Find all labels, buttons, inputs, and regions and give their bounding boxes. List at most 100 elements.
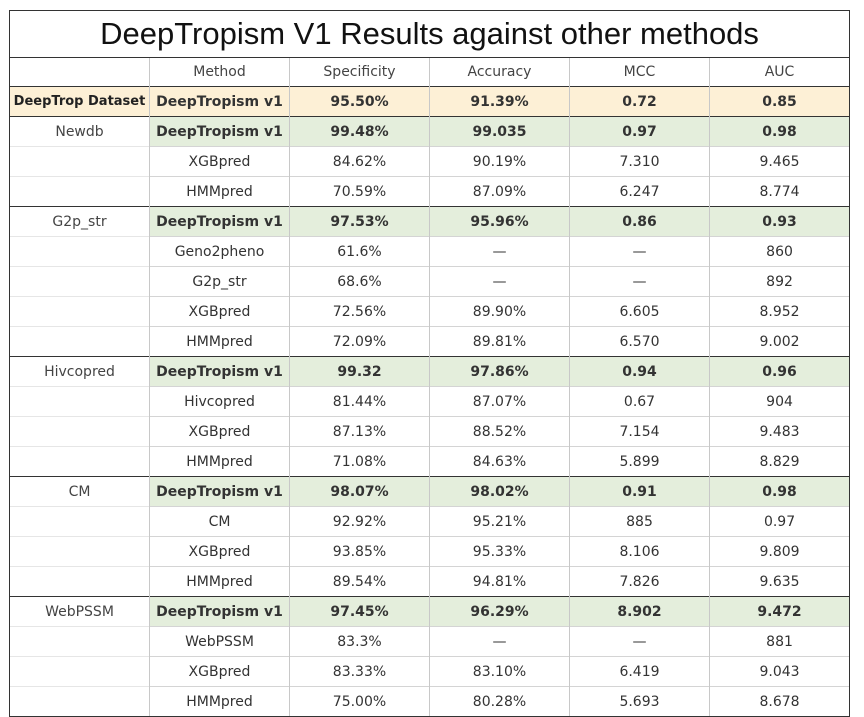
cell-auc: 0.85: [708, 86, 851, 117]
table-row: HMMpred 70.59% 87.09% 6.247 8.774: [9, 176, 851, 207]
cell-method: HMMpred: [149, 176, 290, 207]
cell-group: [9, 536, 150, 567]
cell-group: [9, 686, 150, 717]
cell-accuracy: 89.81%: [429, 326, 570, 357]
cell-specificity: 92.92%: [289, 506, 430, 537]
cell-method: DeepTropism v1: [149, 86, 290, 117]
cell-group: [9, 626, 150, 657]
cell-accuracy: 87.07%: [429, 386, 570, 417]
cell-specificity: 72.09%: [289, 326, 430, 357]
cell-mcc: 7.154: [569, 416, 710, 447]
cell-specificity: 98.07%: [289, 476, 430, 507]
cell-mcc: 5.899: [569, 446, 710, 477]
cell-mcc: 0.91: [569, 476, 710, 507]
table-row: HMMpred 72.09% 89.81% 6.570 9.002: [9, 326, 851, 357]
cell-group: [9, 566, 150, 597]
cell-mcc: 8.106: [569, 536, 710, 567]
table-row: Hivcopred DeepTropism v1 99.32 97.86% 0.94 0.…: [9, 356, 851, 387]
cell-mcc: 0.72: [569, 86, 710, 117]
table-title: DeepTropism V1 Results against other met…: [8, 10, 851, 58]
cell-specificity: 97.53%: [289, 206, 430, 237]
cell-specificity: 93.85%: [289, 536, 430, 567]
table-row: CM DeepTropism v1 98.07% 98.02% 0.91 0.98: [9, 476, 851, 507]
cell-method: WebPSSM: [149, 626, 290, 657]
cell-auc: 9.635: [708, 566, 851, 597]
title-row: DeepTropism V1 Results against other met…: [8, 10, 851, 58]
cell-group: [9, 236, 150, 267]
table-row: XGBpred 87.13% 88.52% 7.154 9.483: [9, 416, 851, 447]
cell-method: G2p_str: [149, 266, 290, 297]
cell-method: DeepTropism v1: [149, 476, 290, 507]
results-table-container: DeepTropism V1 Results against other met…: [8, 10, 851, 717]
cell-auc: 9.809: [708, 536, 851, 567]
table-row: G2p_str 68.6% — —892: [9, 266, 851, 297]
cell-auc: 8.774: [708, 176, 851, 207]
column-header-auc: AUC: [708, 57, 851, 87]
cell-group: G2p_str: [9, 206, 150, 237]
cell-mcc: 6.247: [569, 176, 710, 207]
cell-auc: 9.472: [708, 596, 851, 627]
cell-method: HMMpred: [149, 566, 290, 597]
table-row: XGBpred 83.33% 83.10% 6.419 9.043: [9, 656, 851, 687]
cell-method: Hivcopred: [149, 386, 290, 417]
cell-method: XGBpred: [149, 536, 290, 567]
cell-accuracy: 98.02%: [429, 476, 570, 507]
cell-group: [9, 326, 150, 357]
cell-auc: 0.93: [708, 206, 851, 237]
cell-mcc: —: [569, 626, 710, 657]
table-row: Geno2pheno 61.6% — —860: [9, 236, 851, 267]
cell-specificity: 84.62%: [289, 146, 430, 177]
cell-mcc: 6.419: [569, 656, 710, 687]
cell-specificity: 61.6%: [289, 236, 430, 267]
cell-accuracy: 97.86%: [429, 356, 570, 387]
cell-group: WebPSSM: [9, 596, 150, 627]
cell-group: CM: [9, 476, 150, 507]
cell-accuracy: 94.81%: [429, 566, 570, 597]
cell-auc: 0.97: [708, 506, 851, 537]
cell-accuracy: —: [429, 266, 570, 297]
table-row: XGBpred 84.62% 90.19% 7.310 9.465: [9, 146, 851, 177]
cell-specificity: 99.48%: [289, 116, 430, 147]
cell-method: HMMpred: [149, 686, 290, 717]
cell-auc: 892: [708, 266, 851, 297]
cell-specificity: 99.32: [289, 356, 430, 387]
table-row: G2p_str DeepTropism v1 97.53% 95.96% 0.86 0.9…: [9, 206, 851, 237]
cell-specificity: 75.00%: [289, 686, 430, 717]
cell-auc: 0.96: [708, 356, 851, 387]
cell-method: HMMpred: [149, 446, 290, 477]
table-row: WebPSSM 83.3% — —881: [9, 626, 851, 657]
cell-accuracy: —: [429, 236, 570, 267]
table-row: HMMpred 71.08% 84.63% 5.899 8.829: [9, 446, 851, 477]
table-row: CM 92.92% 95.21% 885 0.97: [9, 506, 851, 537]
cell-mcc: 7.310: [569, 146, 710, 177]
cell-specificity: 81.44%: [289, 386, 430, 417]
cell-accuracy: 80.28%: [429, 686, 570, 717]
cell-group: DeepTrop Dataset: [9, 86, 150, 117]
cell-accuracy: 88.52%: [429, 416, 570, 447]
cell-mcc: 6.570: [569, 326, 710, 357]
cell-method: XGBpred: [149, 296, 290, 327]
cell-specificity: 68.6%: [289, 266, 430, 297]
table-body: DeepTrop Dataset DeepTropism v1 95.50% 91.3…: [9, 86, 851, 717]
cell-group: [9, 176, 150, 207]
cell-auc: 0.98: [708, 476, 851, 507]
cell-group: [9, 296, 150, 327]
column-header-group: [9, 57, 150, 87]
table-row: WebPSSM DeepTropism v1 97.45% 96.29% 8.902 9.…: [9, 596, 851, 627]
cell-mcc: 0.86: [569, 206, 710, 237]
cell-method: DeepTropism v1: [149, 206, 290, 237]
cell-group: [9, 386, 150, 417]
cell-method: HMMpred: [149, 326, 290, 357]
cell-auc: 8.952: [708, 296, 851, 327]
cell-accuracy: 89.90%: [429, 296, 570, 327]
cell-accuracy: 95.21%: [429, 506, 570, 537]
cell-auc: 9.002: [708, 326, 851, 357]
cell-auc: 904: [708, 386, 851, 417]
cell-specificity: 72.56%: [289, 296, 430, 327]
cell-group: [9, 506, 150, 537]
cell-accuracy: 87.09%: [429, 176, 570, 207]
cell-accuracy: 91.39%: [429, 86, 570, 117]
table-row: HMMpred 89.54% 94.81% 7.826 9.635: [9, 566, 851, 597]
cell-auc: 860: [708, 236, 851, 267]
cell-specificity: 87.13%: [289, 416, 430, 447]
